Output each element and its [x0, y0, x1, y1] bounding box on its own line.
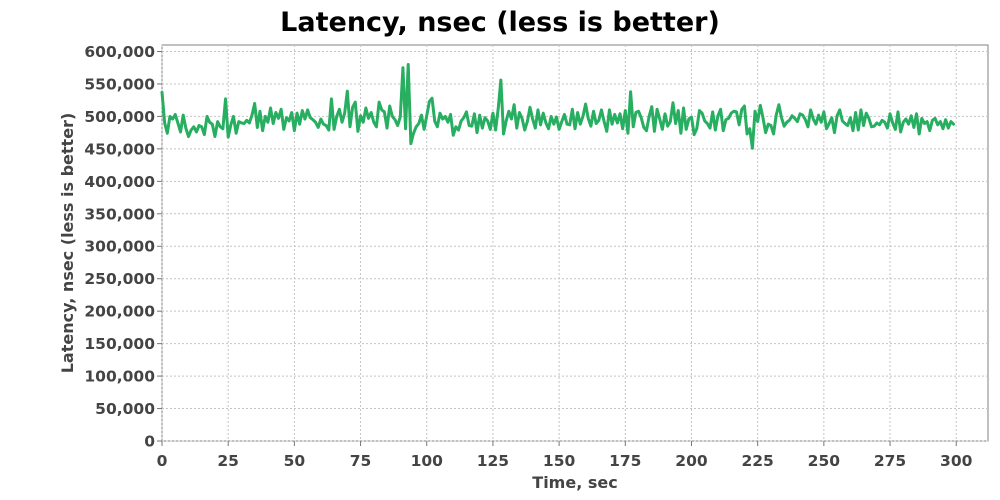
y-tick-label: 350,000	[84, 205, 155, 223]
latency-series-line	[160, 62, 956, 150]
y-tick-label: 0	[144, 433, 155, 451]
x-axis-label: Time, sec	[532, 473, 617, 492]
y-tick-label: 400,000	[84, 173, 155, 191]
x-tick-label: 75	[350, 452, 372, 470]
y-tick-label: 550,000	[84, 75, 155, 93]
y-tick-label: 250,000	[84, 270, 155, 288]
series-group	[160, 62, 956, 150]
x-tick-label: 25	[217, 452, 239, 470]
plot-area	[161, 44, 989, 442]
x-tick-label: 0	[157, 452, 168, 470]
y-axis: 0 50,000 100,000 150,000 200,000 250,000 300,0…	[84, 43, 162, 451]
chart-title: Latency, nsec (less is better)	[280, 7, 720, 38]
x-tick-label: 150	[543, 452, 576, 470]
x-tick-label: 250	[808, 452, 841, 470]
y-axis-label: Latency, nsec (less is better)	[58, 113, 77, 374]
y-tick-label: 100,000	[84, 368, 155, 386]
y-tick-label: 450,000	[84, 140, 155, 158]
x-tick-label: 125	[477, 452, 509, 470]
y-tick-label: 600,000	[84, 43, 155, 61]
y-tick-label: 200,000	[84, 303, 155, 321]
x-tick-label: 175	[609, 452, 641, 470]
y-tick-label: 50,000	[95, 400, 155, 418]
x-tick-label: 275	[874, 452, 906, 470]
x-axis: 0 25 50 75 100 125 150 175 200 225 250 275 300	[157, 441, 973, 470]
x-tick-label: 50	[284, 452, 306, 470]
x-tick-label: 100	[411, 452, 444, 470]
y-tick-label: 300,000	[84, 238, 155, 256]
y-tick-label: 150,000	[84, 335, 155, 353]
x-tick-label: 200	[675, 452, 708, 470]
x-tick-label: 300	[940, 452, 973, 470]
y-tick-label: 500,000	[84, 108, 155, 126]
x-tick-label: 225	[741, 452, 773, 470]
